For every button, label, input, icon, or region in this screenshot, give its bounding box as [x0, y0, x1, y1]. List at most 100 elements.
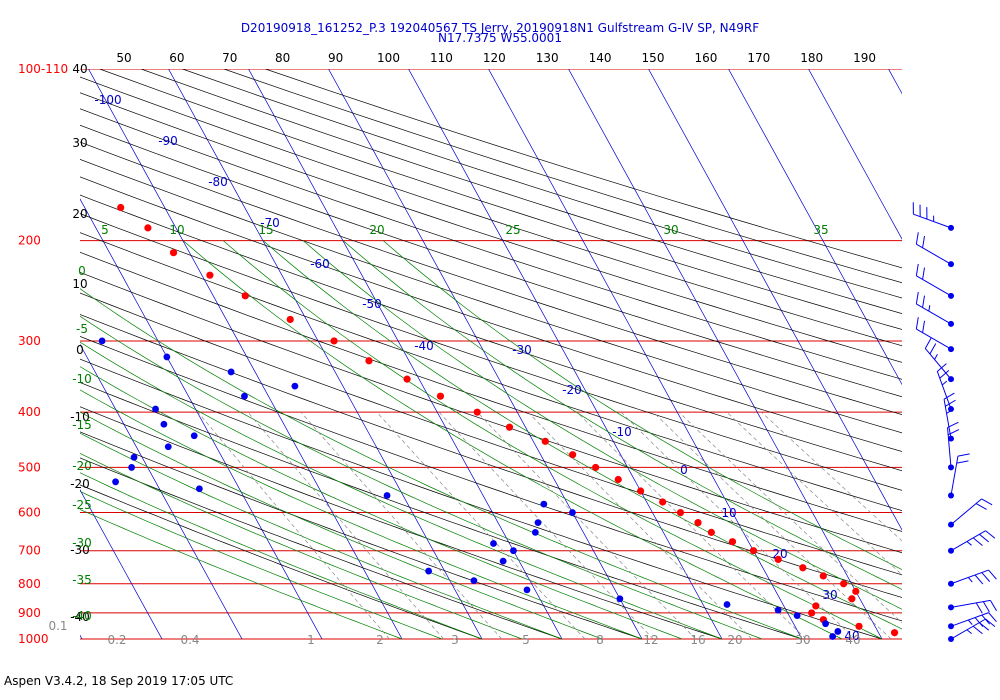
isotherm-label: 10: [721, 506, 736, 520]
dry-adiabat-line: [80, 314, 902, 598]
moist-adiabat-line: [262, 240, 902, 630]
temperature-point: [812, 602, 820, 610]
dry-adiabat-line: [80, 292, 902, 576]
wind-barb-flag: [967, 577, 973, 583]
dewpoint-point: [227, 368, 235, 376]
wind-barb-flag: [915, 317, 919, 330]
dry-adiabat-line: [80, 213, 902, 491]
moist-left-label: -15: [72, 418, 92, 432]
dry-adiabat-line: [80, 232, 902, 511]
wind-barb-flag: [915, 232, 919, 245]
wind-barb-flag: [967, 619, 973, 625]
top-tick-label: 180: [800, 51, 823, 65]
wind-barb-flag: [922, 295, 926, 308]
mixing-ratio-label: 40: [845, 633, 860, 647]
temperature-point: [286, 315, 294, 324]
mixing-ratio-line: [620, 411, 856, 640]
isotherm-label: -20: [562, 383, 582, 397]
isotherm-line: [488, 69, 803, 640]
temperature-point: [749, 547, 758, 555]
temperature-point: [592, 463, 600, 472]
mixing-ratio-label: 16: [690, 633, 705, 647]
left-temp-label: -40: [70, 610, 90, 624]
top-tick-label: 140: [589, 51, 612, 65]
isotherm-line: [568, 69, 883, 640]
isotherm-line: [728, 69, 902, 386]
left-temp-label: 0: [76, 343, 84, 357]
wind-barb-flag: [943, 392, 955, 400]
chart-title-line1: D20190918_161252_P.3 192040567 TS Jerry,…: [241, 21, 759, 35]
moist-adiabat-line: [342, 240, 902, 590]
temperature-point: [330, 337, 338, 345]
mixing-ratio-label: 2: [376, 633, 384, 647]
wind-barb-flag: [982, 601, 990, 613]
mixing-ratio-label: 0.4: [180, 633, 199, 647]
dewpoint-point: [470, 577, 478, 585]
temperature-point: [403, 375, 411, 383]
moist-adiabat-label: 15: [258, 223, 273, 237]
footer-text: Aspen V3.4.2, 18 Sep 2019 17:05 UTC: [4, 674, 234, 688]
moist-adiabat-line: [80, 389, 643, 640]
dewpoint-point: [540, 500, 548, 508]
mixing-ratio-line: [653, 411, 892, 640]
wind-barb-staff: [950, 455, 959, 496]
pressure-label: 900: [18, 606, 41, 620]
left-temp-label: 20: [72, 207, 87, 221]
temperature-point: [774, 555, 782, 563]
moist-adiabat-label: 5: [101, 223, 109, 237]
wind-barb-flag: [922, 235, 926, 248]
top-tick-label: 160: [694, 51, 717, 65]
moist-adiabat-line: [80, 315, 763, 640]
wind-barb-flag: [974, 574, 984, 585]
temperature-point: [206, 271, 214, 279]
wind-barb-flag: [939, 370, 950, 379]
dry-adiabat-line: [80, 457, 563, 640]
chart-title: D20190918_161252_P.3 192040567 TS Jerry,…: [241, 21, 759, 45]
dry-adiabat-line: [80, 176, 902, 452]
dewpoint-point: [425, 567, 433, 575]
wind-barb-flag: [974, 617, 984, 627]
wind-barb-flag: [966, 629, 972, 634]
moist-adiabat-label: 35: [813, 223, 828, 237]
isotherm-line: [328, 69, 643, 640]
moist-left-label: 0: [78, 264, 86, 278]
mixing-ratio-line: [726, 411, 902, 576]
mixing-ratio-line: [300, 411, 503, 640]
moist-adiabat-line: [302, 240, 902, 610]
dewpoint-point: [774, 606, 782, 614]
temperature-point: [855, 622, 863, 630]
temperature-point: [637, 487, 645, 495]
dewpoint-point: [834, 628, 842, 635]
moist-adiabat-line: [80, 366, 683, 640]
isotherm-label: -60: [310, 257, 330, 271]
moist-adiabat-line: [80, 432, 563, 640]
isotherm-label: -40: [414, 339, 434, 353]
dry-adiabat-line: [80, 76, 902, 347]
dewpoint-point: [291, 382, 299, 390]
moist-adiabat-label: 20: [369, 223, 384, 237]
isotherm-label: -70: [260, 216, 280, 230]
mixing-ratio-label: 12: [643, 633, 658, 647]
dewpoint-point: [523, 586, 531, 594]
left-temp-label: 40: [72, 62, 87, 76]
moist-left-label: -35: [72, 573, 92, 587]
dry-adiabat-line: [80, 124, 902, 398]
isotherm-label: -90: [158, 134, 178, 148]
mixing-ratio-line: [678, 411, 902, 624]
pressure-label: 600: [18, 506, 41, 520]
temperature-point: [707, 528, 715, 536]
dewpoint-point: [616, 595, 624, 603]
moist-adiabat-line: [80, 509, 403, 640]
mixing-ratio-label: 1: [307, 633, 315, 647]
wind-barb-flag: [972, 537, 983, 546]
moist-adiabat-line: [80, 491, 443, 640]
temperature-point: [694, 519, 702, 527]
moist-adiabat-label: 25: [505, 223, 520, 237]
left-temp-label: -20: [70, 477, 90, 491]
dewpoint-point: [569, 509, 576, 516]
wind-barb-staff: [950, 569, 989, 585]
moist-adiabat-label: 10: [169, 223, 184, 237]
isotherm-line: [80, 343, 243, 640]
